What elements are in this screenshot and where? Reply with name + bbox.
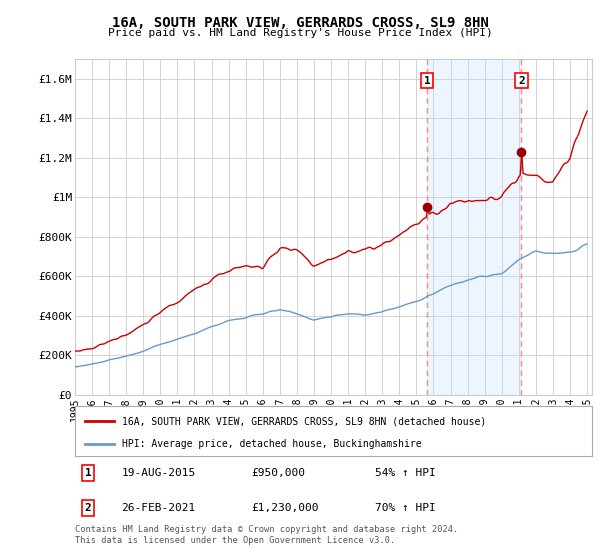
- Bar: [427, 59, 521, 395]
- Text: 54% ↑ HPI: 54% ↑ HPI: [375, 468, 436, 478]
- Text: 1: 1: [85, 468, 91, 478]
- Text: Contains HM Land Registry data © Crown copyright and database right 2024.
This d: Contains HM Land Registry data © Crown c…: [75, 525, 458, 545]
- Text: 16A, SOUTH PARK VIEW, GERRARDS CROSS, SL9 8HN (detached house): 16A, SOUTH PARK VIEW, GERRARDS CROSS, SL…: [122, 416, 486, 426]
- Text: 1: 1: [424, 76, 431, 86]
- Text: 16A, SOUTH PARK VIEW, GERRARDS CROSS, SL9 8HN: 16A, SOUTH PARK VIEW, GERRARDS CROSS, SL…: [112, 16, 488, 30]
- Text: Price paid vs. HM Land Registry's House Price Index (HPI): Price paid vs. HM Land Registry's House …: [107, 28, 493, 38]
- Text: £1,230,000: £1,230,000: [251, 503, 319, 513]
- Text: £950,000: £950,000: [251, 468, 305, 478]
- Text: HPI: Average price, detached house, Buckinghamshire: HPI: Average price, detached house, Buck…: [122, 439, 421, 449]
- Text: 26-FEB-2021: 26-FEB-2021: [122, 503, 196, 513]
- Text: 70% ↑ HPI: 70% ↑ HPI: [375, 503, 436, 513]
- Text: 19-AUG-2015: 19-AUG-2015: [122, 468, 196, 478]
- Text: 2: 2: [518, 76, 525, 86]
- Text: 2: 2: [85, 503, 91, 513]
